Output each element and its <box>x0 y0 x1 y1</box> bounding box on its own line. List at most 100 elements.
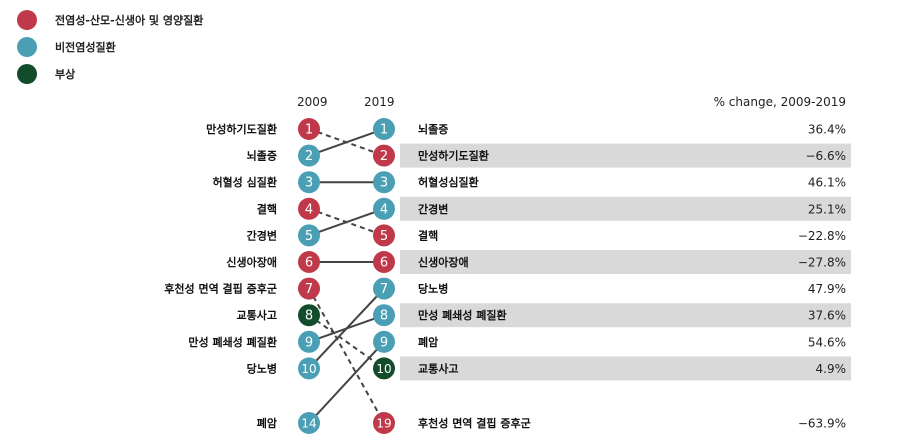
rank-number: 2 <box>380 149 388 164</box>
rank-number: 3 <box>380 176 388 191</box>
highlight-band <box>400 303 851 328</box>
pct-change-header: % change, 2009-2019 <box>713 95 846 109</box>
rank-circle <box>373 304 395 327</box>
pct-change-value: 4.9% <box>816 362 847 376</box>
right-label: 뇌졸증 <box>418 122 448 136</box>
slope-line <box>308 314 385 370</box>
rank-circle <box>373 412 395 434</box>
pct-change-value: 47.9% <box>808 282 846 296</box>
right-label: 만성 폐쇄성 폐질환 <box>418 308 507 322</box>
rank-circle <box>298 412 320 434</box>
right-label: 신생아장애 <box>418 255 469 269</box>
pct-change-value: −22.8% <box>798 229 846 243</box>
rank-number: 10 <box>376 362 391 376</box>
left-label: 후천성 면역 결핍 증후군 <box>164 282 277 296</box>
right-label: 교통사고 <box>418 361 458 375</box>
left-label: 간경변 <box>247 228 277 242</box>
rank-circle <box>373 118 395 140</box>
rank-circle <box>373 224 395 247</box>
rank-circle <box>298 330 320 353</box>
rank-circle <box>373 171 395 194</box>
rank-number: 14 <box>301 417 316 431</box>
rank-circle <box>373 251 395 273</box>
right-label: 결핵 <box>418 228 438 242</box>
left-label: 뇌졸증 <box>247 149 277 163</box>
rank-number: 7 <box>305 282 313 297</box>
slope-line <box>308 287 385 370</box>
legend-label: 전염성-산모-신생아 및 영양질환 <box>55 14 204 27</box>
left-label: 당노병 <box>247 361 277 375</box>
rank-number: 8 <box>380 309 388 324</box>
slope-line <box>308 288 385 424</box>
highlight-band <box>400 143 851 168</box>
rank-circle <box>298 277 320 300</box>
pct-change-value: −63.9% <box>798 417 846 431</box>
rank-circle <box>373 197 395 220</box>
pct-change-value: 54.6% <box>808 335 846 349</box>
rank-circle <box>298 304 320 327</box>
rank-number: 1 <box>305 123 313 138</box>
rank-number: 3 <box>305 176 313 191</box>
right-label: 후천성 면역 결핍 증후군 <box>418 416 531 430</box>
right-label: 간경변 <box>418 202 448 216</box>
slope-line <box>308 341 385 424</box>
left-label: 교통사고 <box>237 308 277 322</box>
legend-swatch <box>17 10 37 30</box>
rank-number: 6 <box>380 256 388 271</box>
legend-swatch <box>17 37 37 57</box>
left-label: 허혈성 심질환 <box>212 175 277 189</box>
rank-circle <box>298 251 320 273</box>
legend-swatch <box>17 64 37 84</box>
rank-number: 5 <box>380 229 388 244</box>
rank-number: 10 <box>301 362 316 376</box>
left-label: 만성 폐쇄성 폐질환 <box>188 335 277 349</box>
highlight-band <box>400 196 851 221</box>
rank-circle <box>298 171 320 194</box>
legend-item: 전염성-산모-신생아 및 영양질환 <box>17 10 203 30</box>
left-label: 폐암 <box>257 416 277 430</box>
rank-number: 9 <box>380 335 388 350</box>
left-label: 결핵 <box>257 202 277 216</box>
pct-change-value: 25.1% <box>808 202 846 216</box>
pct-change-value: −6.6% <box>805 149 846 163</box>
year-left-label: 2009 <box>297 95 328 109</box>
rank-number: 2 <box>305 149 313 164</box>
rank-circle <box>298 144 320 167</box>
left-label: 신생아장애 <box>226 255 277 269</box>
rank-circle <box>298 224 320 247</box>
right-label: 폐암 <box>418 335 438 349</box>
right-label: 만성하기도질환 <box>418 149 489 163</box>
rank-number: 5 <box>305 229 313 244</box>
pct-change-value: 46.1% <box>808 176 846 190</box>
rank-number: 1 <box>380 123 388 138</box>
rank-number: 4 <box>305 202 313 217</box>
rank-number: 9 <box>305 335 313 350</box>
highlight-band <box>400 250 851 274</box>
rank-circle <box>373 357 395 380</box>
legend-label: 부상 <box>55 68 76 81</box>
rank-number: 7 <box>380 282 388 297</box>
right-label: 허혈성심질환 <box>418 175 479 189</box>
highlight-band <box>400 356 851 381</box>
rank-number: 19 <box>376 417 391 431</box>
slope-line <box>308 207 385 237</box>
rank-number: 6 <box>305 256 313 271</box>
rank-circle <box>298 197 320 220</box>
legend-item: 부상 <box>17 64 75 84</box>
rank-circle <box>298 357 320 380</box>
pct-change-value: 37.6% <box>808 309 846 323</box>
rank-circle <box>373 277 395 300</box>
rank-number: 8 <box>305 309 313 324</box>
rank-circle <box>298 118 320 140</box>
legend-label: 비전염성질환 <box>55 41 116 54</box>
year-right-label: 2019 <box>364 95 395 109</box>
right-label: 당노병 <box>418 282 448 296</box>
rank-circle <box>373 144 395 167</box>
slope-line <box>308 128 385 157</box>
left-label: 만성하기도질환 <box>206 122 277 136</box>
legend-item: 비전염성질환 <box>17 37 116 57</box>
rank-number: 4 <box>380 202 388 217</box>
pct-change-value: 36.4% <box>808 123 846 137</box>
rank-circle <box>373 330 395 353</box>
